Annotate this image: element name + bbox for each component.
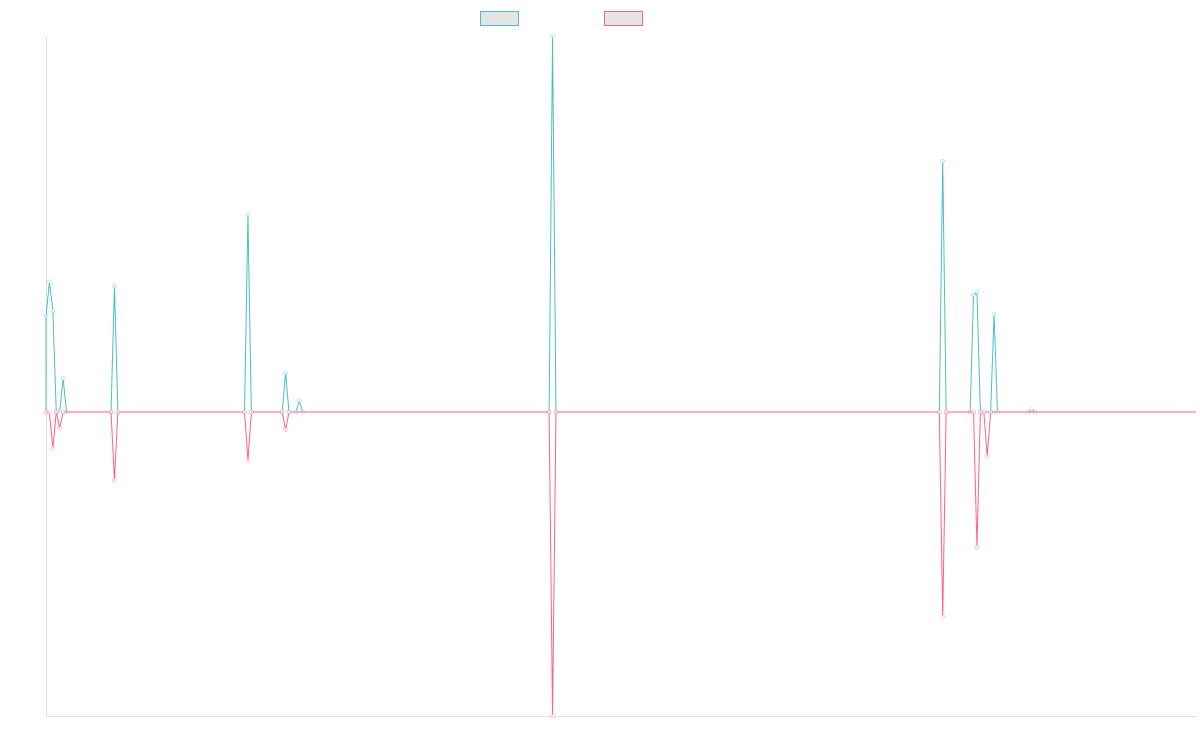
series-1-point-2[interactable] [50, 308, 56, 313]
series-2-line [45, 411, 1196, 717]
series-2-point-21[interactable] [971, 409, 976, 415]
series-2-point-16[interactable] [550, 713, 555, 719]
series-1-point-8[interactable] [112, 283, 117, 289]
series-2-point-8[interactable] [115, 409, 121, 415]
series-2-point-1[interactable] [47, 410, 52, 416]
series-1-point-5[interactable] [60, 376, 66, 381]
chart-legend [0, 9, 1200, 27]
legend-swatch-series-2 [604, 10, 643, 26]
series-2-point-9[interactable] [242, 409, 247, 415]
series-1-point-20[interactable] [550, 33, 555, 39]
series-1-point-23[interactable] [940, 158, 946, 164]
series-2-point-24[interactable] [981, 409, 987, 415]
series-1-line [45, 35, 1196, 413]
series-2-point-18[interactable] [936, 409, 942, 415]
series-2-point-15[interactable] [546, 409, 552, 415]
series-1-point-17[interactable] [296, 398, 302, 404]
series-1-point-1[interactable] [47, 279, 52, 285]
series-2-point-22[interactable] [974, 544, 980, 550]
series-2-point-3[interactable] [53, 409, 59, 415]
series-2-point-7[interactable] [112, 477, 117, 483]
series-layer [43, 33, 1196, 719]
series-1-point-0[interactable] [43, 314, 49, 319]
series-2-point-25[interactable] [984, 454, 990, 459]
series-2-point-13[interactable] [283, 427, 288, 432]
legend-item-series-1[interactable] [480, 9, 525, 27]
series-1-point-27[interactable] [974, 290, 980, 295]
legend-item-series-2[interactable] [604, 9, 649, 27]
series-2-point-12[interactable] [279, 409, 285, 415]
series-2-point-20[interactable] [943, 409, 949, 415]
series-2-point-19[interactable] [940, 614, 946, 619]
series-2-point-11[interactable] [249, 409, 254, 415]
series-2-point-10[interactable] [245, 458, 251, 463]
series-1-point-26[interactable] [971, 292, 976, 298]
series-2-point-5[interactable] [60, 409, 66, 415]
series-1-point-11[interactable] [245, 212, 251, 218]
series-2-point-4[interactable] [57, 425, 62, 431]
series-1-point-14[interactable] [283, 370, 288, 376]
series-1-point-30[interactable] [991, 311, 997, 317]
series-2-point-17[interactable] [553, 409, 559, 415]
series-2-point-2[interactable] [50, 445, 56, 451]
series-2-point-14[interactable] [286, 409, 292, 415]
series-2-point-26[interactable] [988, 409, 993, 415]
legend-swatch-series-1 [480, 10, 519, 26]
series-2-point-6[interactable] [108, 409, 114, 415]
